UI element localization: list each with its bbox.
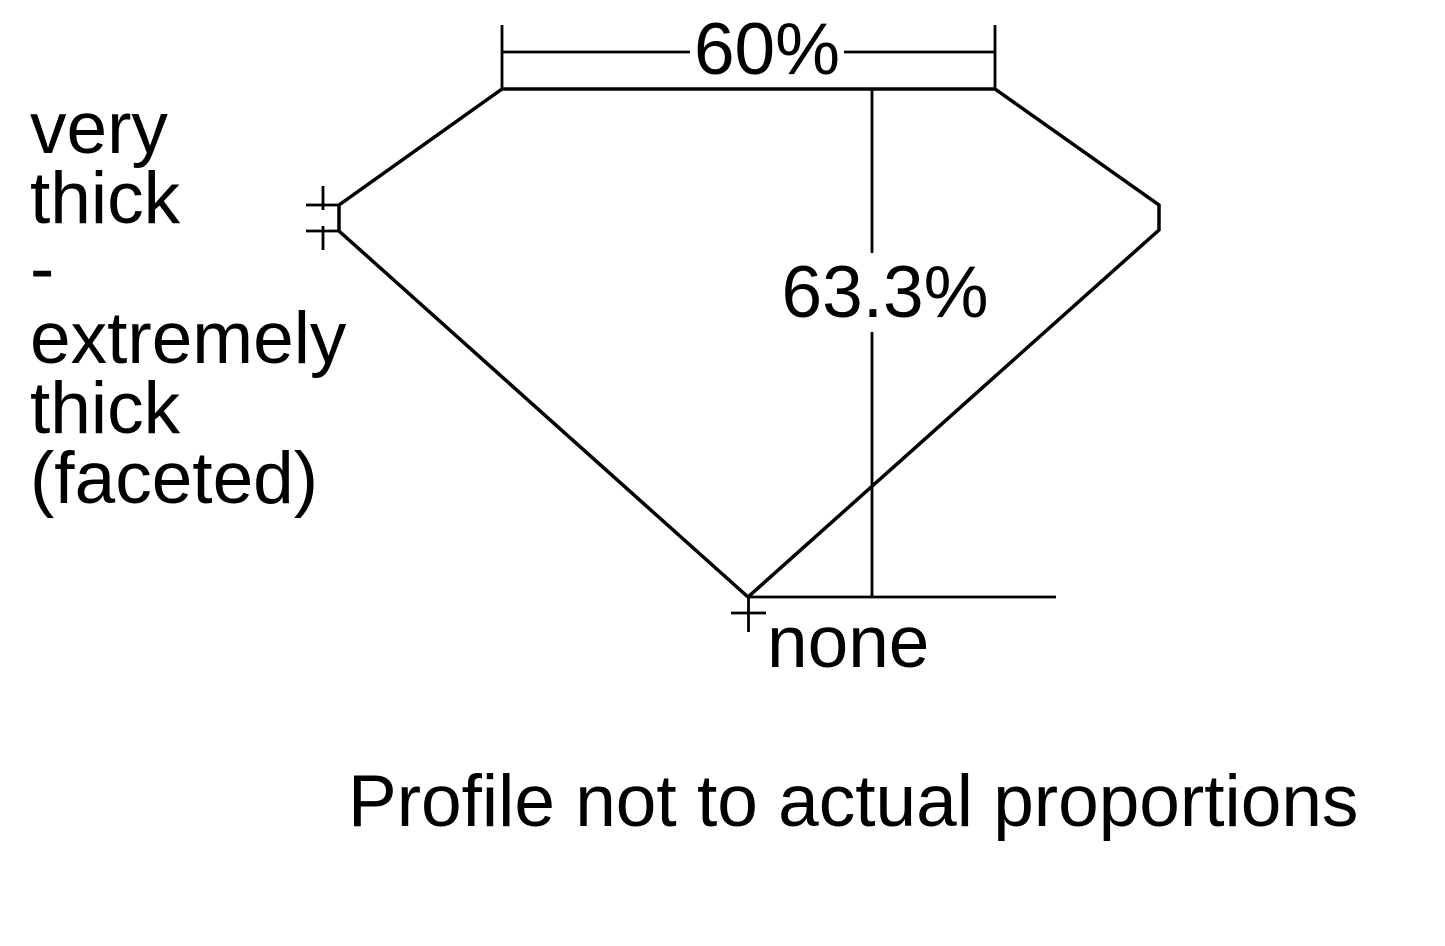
depth-label: 63.3% bbox=[775, 253, 995, 332]
girdle-thickness-label: very thick - extremely thick (faceted) bbox=[30, 88, 347, 519]
girdle-thickness-marks bbox=[306, 186, 339, 250]
table-width-label: 60% bbox=[689, 13, 845, 86]
culet-cross-mark bbox=[731, 597, 766, 632]
culet-label: none bbox=[767, 602, 930, 683]
caption-text: Profile not to actual proportions bbox=[348, 761, 1359, 842]
diamond-outline bbox=[337, 87, 1161, 599]
